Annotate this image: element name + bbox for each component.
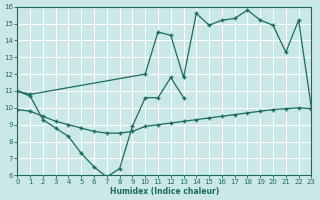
X-axis label: Humidex (Indice chaleur): Humidex (Indice chaleur) bbox=[110, 187, 219, 196]
